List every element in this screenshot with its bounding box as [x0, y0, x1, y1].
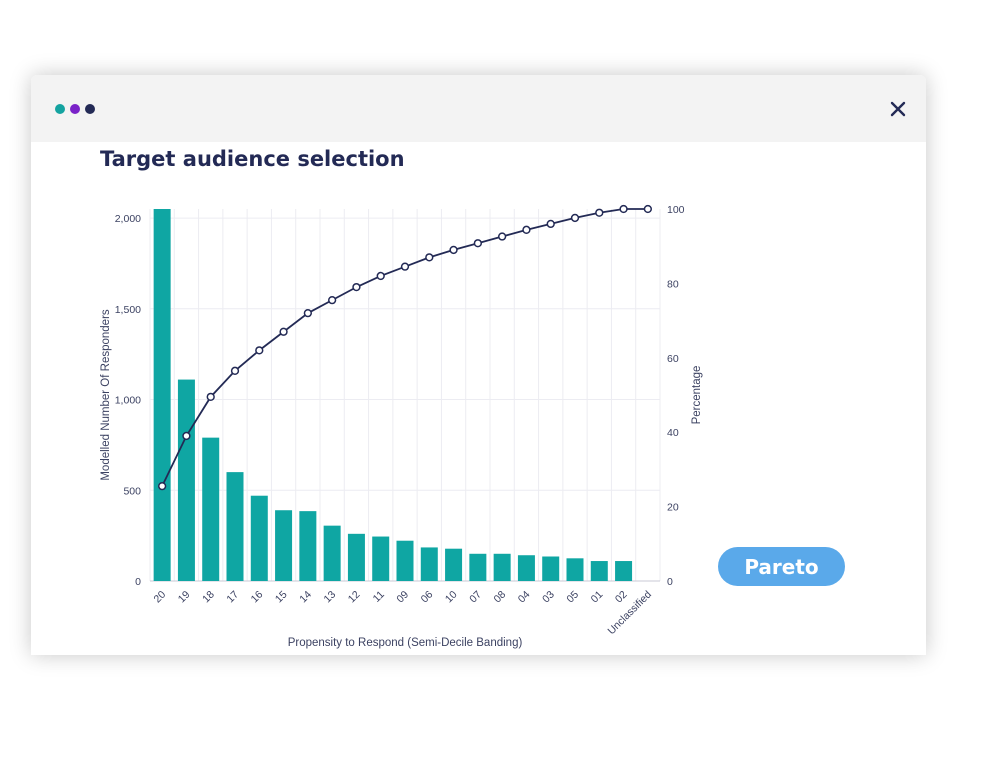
y2-tick-label: 60 — [667, 353, 679, 365]
bar-20 — [153, 209, 171, 581]
bar-01 — [590, 561, 608, 581]
close-icon — [890, 101, 906, 117]
bar-08 — [493, 553, 511, 581]
x-tick-label: 14 — [297, 589, 314, 606]
line-point-06 — [425, 253, 434, 262]
y-tick-label: 2,000 — [115, 213, 141, 225]
x-tick-label: 02 — [613, 589, 630, 606]
line-point-03 — [546, 219, 555, 229]
line-point-15 — [279, 327, 288, 336]
pareto-button[interactable]: Pareto — [718, 547, 845, 586]
x-tick-label: 06 — [419, 589, 436, 606]
bar-17 — [226, 472, 244, 581]
bar-10 — [445, 548, 463, 581]
page-title: Target audience selection — [100, 147, 405, 171]
line-point-14 — [303, 309, 313, 318]
x-axis-label: Propensity to Respond (Semi-Decile Bandi… — [288, 637, 523, 649]
y2-tick-label: 100 — [667, 204, 685, 216]
bar-05 — [566, 558, 584, 581]
line-point-07 — [473, 239, 483, 248]
line-point-17 — [230, 366, 240, 375]
y-tick-label: 0 — [135, 576, 141, 588]
line-point-20 — [157, 481, 167, 491]
x-tick-label: 10 — [443, 589, 460, 606]
bar-11 — [372, 536, 390, 581]
bar-09 — [396, 540, 414, 581]
y2-tick-label: 80 — [667, 278, 679, 290]
line-point-11 — [376, 271, 385, 281]
x-tick-label: 16 — [249, 589, 266, 606]
window-dot-teal — [55, 104, 65, 114]
x-tick-label: 19 — [176, 589, 193, 606]
x-tick-label: 03 — [540, 589, 557, 606]
line-point-04 — [522, 225, 531, 234]
bar-14 — [299, 511, 317, 581]
x-tick-label: 20 — [152, 589, 169, 606]
bar-19 — [177, 379, 195, 581]
x-tick-label: 04 — [516, 589, 533, 606]
line-point-02 — [619, 204, 628, 214]
bar-15 — [275, 510, 293, 581]
x-tick-label: 11 — [371, 589, 387, 605]
bar-02 — [615, 561, 633, 581]
x-tick-label: 05 — [564, 589, 581, 606]
x-tick-label: 08 — [492, 589, 509, 606]
line-point-13 — [327, 295, 337, 305]
x-tick-label: 15 — [273, 589, 290, 606]
y-tick-label: 500 — [123, 485, 141, 497]
x-tick-label: 01 — [589, 589, 606, 606]
window-dot-purple — [70, 104, 80, 114]
bar-03 — [542, 556, 560, 581]
line-point-18 — [206, 392, 215, 402]
x-tick-label: 13 — [322, 589, 339, 606]
y2-axis-label: Percentage — [691, 366, 703, 425]
line-point-12 — [352, 282, 361, 292]
line-point-09 — [400, 262, 410, 271]
bar-06 — [420, 547, 438, 581]
bar-16 — [250, 495, 268, 581]
bar-07 — [469, 553, 487, 581]
window-dot-navy — [85, 104, 95, 114]
cumulative-line — [161, 208, 648, 487]
y2-tick-label: 0 — [667, 576, 673, 588]
line-point-19 — [182, 431, 191, 441]
y2-tick-label: 20 — [667, 502, 679, 514]
y2-tick-label: 40 — [667, 427, 679, 439]
x-tick-label: 09 — [394, 589, 411, 606]
x-tick-label: 07 — [467, 589, 484, 606]
y-tick-label: 1,500 — [115, 304, 141, 316]
y-axis-label: Modelled Number Of Responders — [100, 309, 112, 481]
line-point-Unclassified — [643, 204, 653, 214]
line-point-16 — [255, 346, 264, 355]
line-point-05 — [570, 213, 580, 223]
bar-12 — [347, 533, 365, 581]
bar-18 — [202, 437, 220, 581]
x-tick-label: 17 — [224, 589, 241, 606]
window-titlebar — [31, 75, 926, 142]
line-point-08 — [497, 232, 507, 241]
x-tick-label: 18 — [200, 589, 217, 606]
line-point-10 — [449, 245, 458, 255]
close-button[interactable] — [888, 99, 908, 119]
bar-04 — [517, 555, 535, 581]
y-tick-label: 1,000 — [115, 395, 141, 407]
x-tick-label: 12 — [346, 589, 363, 606]
line-point-01 — [595, 208, 604, 217]
bar-13 — [323, 525, 341, 581]
